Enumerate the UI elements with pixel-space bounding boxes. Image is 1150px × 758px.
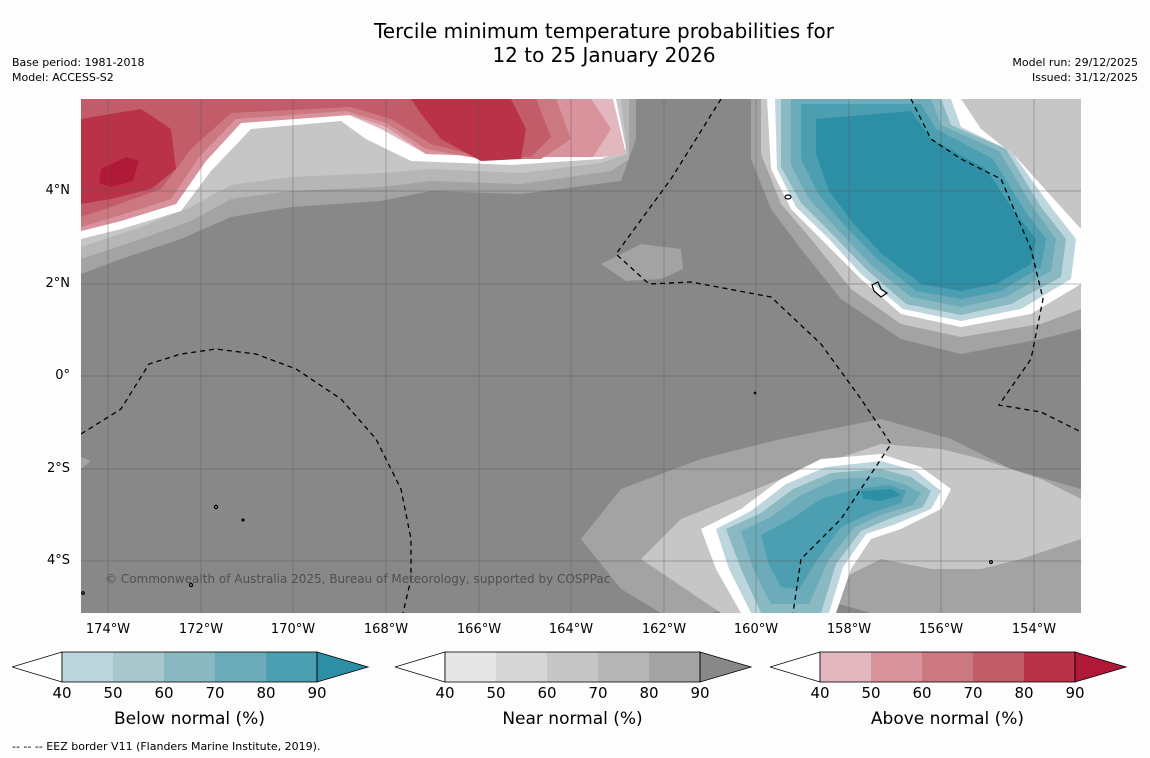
- colorbar-segment: [316, 651, 370, 683]
- lat-label-2s: 2°S: [46, 461, 70, 476]
- colorbar-segment: [496, 652, 547, 682]
- graticule: [81, 99, 1081, 613]
- above-normal-region: [81, 99, 636, 274]
- lon-label: 154°W: [1011, 622, 1057, 637]
- colorbar-segment: [1024, 652, 1075, 682]
- cbar-tick: 40: [52, 684, 72, 702]
- map-svg: [81, 99, 1081, 613]
- cbar-tick: 40: [435, 684, 455, 702]
- meta-left: Base period: 1981-2018 Model: ACCESS-S2: [12, 55, 144, 85]
- cbar-tick: 60: [154, 684, 174, 702]
- colorbar-below-normal-svg: [10, 651, 370, 683]
- lon-label: 172°W: [178, 622, 224, 637]
- colorbar-segment: [1074, 651, 1128, 683]
- cbar-tick: 60: [537, 684, 557, 702]
- base-period: Base period: 1981-2018: [12, 56, 145, 69]
- model-name: Model: ACCESS-S2: [12, 71, 114, 84]
- colorbar-above-normal: [768, 651, 1128, 687]
- lon-label: 164°W: [548, 622, 594, 637]
- colorbar-segment: [768, 651, 821, 683]
- title-line-2: 12 to 25 January 2026: [492, 43, 716, 67]
- below-normal-region-north: [751, 99, 1081, 354]
- colorbar-near-title: Near normal (%): [502, 709, 643, 729]
- cbar-tick: 40: [810, 684, 830, 702]
- colorbar-segment: [62, 652, 113, 682]
- lat-label-0: 0°: [55, 368, 70, 383]
- colorbar-segment: [598, 652, 649, 682]
- colorbar-segment: [820, 652, 871, 682]
- lon-label: 166°W: [456, 622, 502, 637]
- lon-label: 174°W: [85, 622, 131, 637]
- page-title: Tercile minimum temperature probabilitie…: [0, 19, 1150, 67]
- colorbar-segment: [164, 652, 215, 682]
- cbar-tick: 90: [307, 684, 327, 702]
- colorbar-segment: [649, 652, 700, 682]
- colorbar-above-normal-svg: [768, 651, 1128, 683]
- colorbar-segment: [266, 652, 317, 682]
- colorbar-segment: [973, 652, 1024, 682]
- below-normal-region-south: [581, 419, 1081, 613]
- issued-date: Issued: 31/12/2025: [1031, 71, 1138, 84]
- colorbar-above-title: Above normal (%): [870, 709, 1025, 729]
- eez-borders: [81, 99, 1080, 613]
- lon-label: 160°W: [733, 622, 779, 637]
- cbar-tick: 50: [103, 684, 123, 702]
- cbar-tick: 60: [912, 684, 932, 702]
- cbar-tick: 80: [639, 684, 659, 702]
- lat-label-2n: 2°N: [45, 276, 71, 291]
- cbar-tick: 70: [588, 684, 608, 702]
- copyright-notice: © Commonwealth of Australia 2025, Bureau…: [105, 572, 611, 586]
- lon-label: 156°W: [918, 622, 964, 637]
- colorbar-below-title: Below normal (%): [114, 709, 265, 729]
- near-normal-patch: [601, 244, 683, 281]
- meta-right: Model run: 29/12/2025 Issued: 31/12/2025: [1012, 55, 1138, 85]
- cbar-tick: 70: [205, 684, 225, 702]
- colorbar-near-normal-svg: [393, 651, 753, 683]
- cbar-tick: 50: [861, 684, 881, 702]
- colorbar-segment: [10, 651, 63, 683]
- colorbar-segment: [113, 652, 164, 682]
- probability-map: © Commonwealth of Australia 2025, Bureau…: [81, 99, 1081, 613]
- colorbar-segment: [445, 652, 496, 682]
- colorbar-segment: [547, 652, 598, 682]
- eez-footnote: -- -- -- EEZ border V11 (Flanders Marine…: [12, 740, 321, 753]
- islands: [81, 194, 993, 595]
- colorbar-below-normal: [10, 651, 370, 687]
- colorbar-segment: [393, 651, 446, 683]
- lat-label-4s: 4°S: [46, 553, 70, 568]
- cbar-tick: 70: [963, 684, 983, 702]
- lon-label: 170°W: [270, 622, 316, 637]
- lon-label: 168°W: [363, 622, 409, 637]
- colorbar-near-normal: [393, 651, 753, 687]
- cbar-tick: 80: [256, 684, 276, 702]
- cbar-tick: 90: [690, 684, 710, 702]
- cbar-tick: 90: [1065, 684, 1085, 702]
- lat-label-4n: 4°N: [45, 183, 71, 198]
- lon-label: 158°W: [826, 622, 872, 637]
- title-line-1: Tercile minimum temperature probabilitie…: [373, 19, 835, 43]
- model-run: Model run: 29/12/2025: [1012, 56, 1138, 69]
- colorbar-segment: [871, 652, 922, 682]
- colorbar-segment: [215, 652, 266, 682]
- cbar-tick: 50: [486, 684, 506, 702]
- colorbar-segment: [922, 652, 973, 682]
- lon-label: 162°W: [641, 622, 687, 637]
- colorbar-segment: [699, 651, 753, 683]
- cbar-tick: 80: [1014, 684, 1034, 702]
